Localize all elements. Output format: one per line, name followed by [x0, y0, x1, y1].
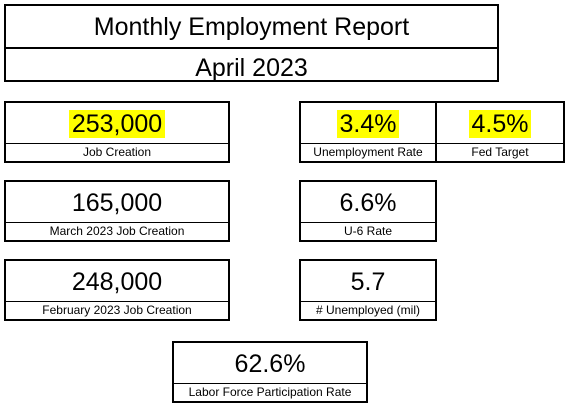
february-job-creation-label: February 2023 Job Creation	[6, 301, 228, 319]
march-job-creation-value: 165,000	[71, 189, 163, 217]
february-job-creation-card: 248,000 February 2023 Job Creation	[4, 259, 230, 321]
u6-rate-label: U-6 Rate	[301, 222, 435, 240]
participation-rate-label: Labor Force Participation Rate	[174, 383, 366, 401]
unemployment-rate-label: Unemployment Rate	[301, 143, 435, 161]
fed-target-label: Fed Target	[437, 143, 563, 161]
job-creation-label: Job Creation	[6, 143, 228, 161]
participation-rate-card: 62.6% Labor Force Participation Rate	[172, 341, 368, 403]
u6-rate-value: 6.6%	[339, 189, 397, 217]
unemployed-value: 5.7	[350, 268, 386, 296]
report-title: Monthly Employment Report	[93, 13, 410, 41]
unemployment-rate-value: 3.4%	[336, 110, 400, 138]
fed-target-card: 4.5% Fed Target	[435, 101, 565, 163]
participation-rate-value: 62.6%	[234, 350, 306, 378]
february-job-creation-value: 248,000	[71, 268, 163, 296]
unemployed-card: 5.7 # Unemployed (mil)	[299, 259, 437, 321]
job-creation-card: 253,000 Job Creation	[4, 101, 230, 163]
report-header: Monthly Employment Report April 2023	[4, 4, 499, 82]
report-period: April 2023	[6, 47, 497, 87]
unemployment-rate-card: 3.4% Unemployment Rate	[299, 101, 437, 163]
march-job-creation-card: 165,000 March 2023 Job Creation	[4, 180, 230, 242]
march-job-creation-label: March 2023 Job Creation	[6, 222, 228, 240]
job-creation-value: 253,000	[68, 110, 166, 138]
unemployed-label: # Unemployed (mil)	[301, 301, 435, 319]
fed-target-value: 4.5%	[468, 110, 532, 138]
u6-rate-card: 6.6% U-6 Rate	[299, 180, 437, 242]
